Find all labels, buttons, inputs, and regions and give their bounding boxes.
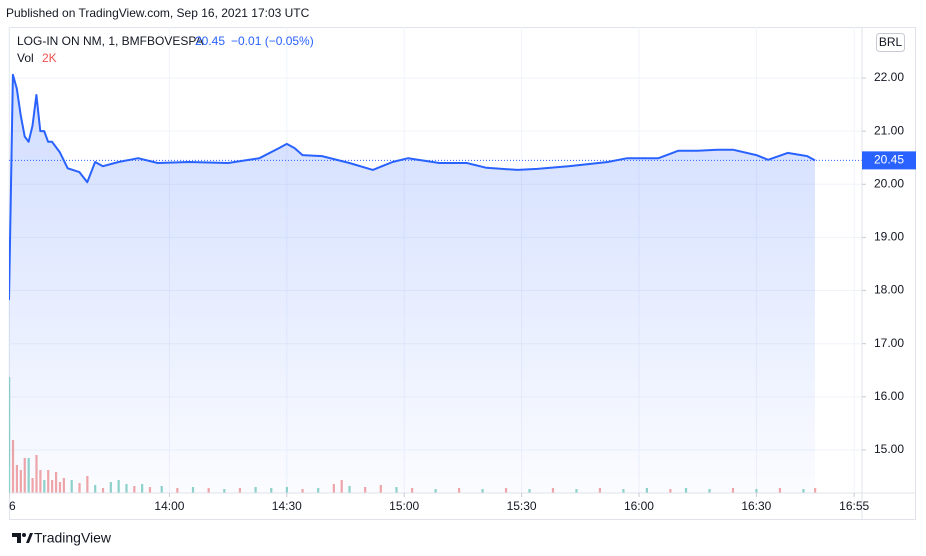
price-line bbox=[9, 73, 816, 301]
x-tick-label: 15:30 bbox=[507, 499, 537, 513]
legend-symbol: LOG-IN ON NM, 1, BMFBOVESPA bbox=[17, 34, 203, 48]
x-tick-label: 14:30 bbox=[272, 499, 302, 513]
y-tick-label: 16.00 bbox=[874, 389, 904, 403]
y-tick-label: 18.00 bbox=[874, 283, 904, 297]
x-tick-label: 16 bbox=[2, 499, 16, 513]
area-fill bbox=[9, 74, 815, 493]
axes: 15.00 16.00 17.00 18.00 19.00 20.00 21.00 22.00… bbox=[862, 70, 916, 456]
x-tick-label: 16:55 bbox=[839, 499, 869, 513]
y-tick-label: 21.00 bbox=[874, 123, 904, 137]
y-tick-label: 17.00 bbox=[874, 336, 904, 350]
currency[interactable]: BRL bbox=[879, 35, 903, 49]
y-tick-label: 22.00 bbox=[874, 70, 904, 84]
x-tick-label: 14:00 bbox=[154, 499, 184, 513]
last-price-box bbox=[862, 151, 916, 170]
x-tick-label: 16:00 bbox=[624, 499, 654, 513]
x-tick-label: 16:30 bbox=[741, 499, 771, 513]
y-tick-label: 15.00 bbox=[874, 442, 904, 456]
brand-name: TradingView bbox=[34, 530, 112, 546]
last-price-label: 20.45 bbox=[874, 153, 904, 167]
brand-logo bbox=[12, 533, 33, 543]
x-tick-label: 15:00 bbox=[389, 499, 419, 513]
volume-bar bbox=[814, 488, 817, 493]
published-note: Published on TradingView.com, Sep 16, 20… bbox=[6, 6, 310, 20]
time-axis: 16 14:00 14:30 15:00 15:30 16:00 16:30 16:55 bbox=[2, 493, 870, 513]
currency-box[interactable] bbox=[876, 33, 905, 52]
y-tick-label: 20.00 bbox=[874, 176, 904, 190]
price-pane bbox=[9, 73, 862, 493]
legend-last: 20.45 bbox=[195, 34, 225, 48]
legend-change: −0.01 (−0.05%) bbox=[231, 34, 314, 48]
legend-volume: Vol bbox=[17, 51, 34, 65]
y-tick-label: 19.00 bbox=[874, 230, 904, 244]
legend-volume-value: 2K bbox=[42, 51, 57, 65]
